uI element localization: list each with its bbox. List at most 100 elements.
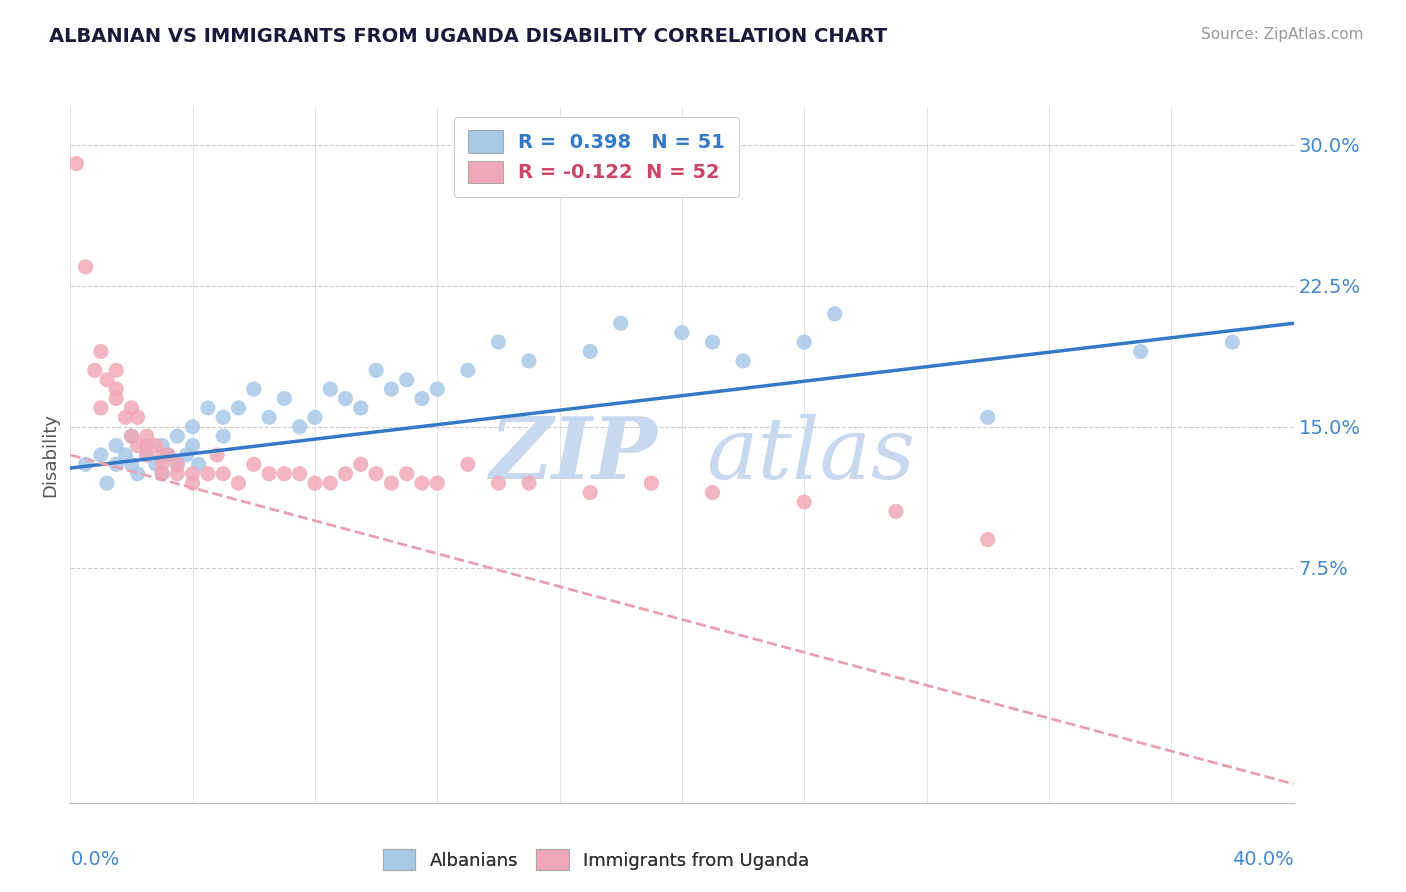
Point xyxy=(150,438,173,452)
Point xyxy=(426,476,449,491)
Point xyxy=(105,438,128,452)
Point xyxy=(793,335,815,350)
Point xyxy=(319,382,342,396)
Point xyxy=(114,448,136,462)
Point xyxy=(135,438,157,452)
Point xyxy=(150,448,173,462)
Point xyxy=(1129,344,1152,359)
Point xyxy=(1220,335,1243,350)
Point xyxy=(212,467,235,481)
Point xyxy=(105,392,128,406)
Point xyxy=(457,363,479,377)
Point xyxy=(114,410,136,425)
Point xyxy=(824,307,846,321)
Point xyxy=(976,533,998,547)
Point xyxy=(228,401,250,415)
Point xyxy=(135,448,157,462)
Point xyxy=(411,392,433,406)
Point xyxy=(304,476,326,491)
Point xyxy=(273,392,295,406)
Point xyxy=(75,458,97,472)
Point xyxy=(197,401,219,415)
Point xyxy=(187,458,209,472)
Point xyxy=(212,429,235,443)
Point xyxy=(121,429,143,443)
Point xyxy=(366,467,388,481)
Point xyxy=(181,438,204,452)
Point xyxy=(166,429,188,443)
Point xyxy=(65,156,87,170)
Point xyxy=(304,410,326,425)
Point xyxy=(411,476,433,491)
Point xyxy=(145,438,167,452)
Point xyxy=(288,467,311,481)
Point xyxy=(671,326,693,340)
Point xyxy=(145,458,167,472)
Text: ALBANIAN VS IMMIGRANTS FROM UGANDA DISABILITY CORRELATION CHART: ALBANIAN VS IMMIGRANTS FROM UGANDA DISAB… xyxy=(49,27,887,45)
Point xyxy=(83,363,105,377)
Point xyxy=(121,458,143,472)
Point xyxy=(426,382,449,396)
Point xyxy=(579,485,602,500)
Point xyxy=(135,448,157,462)
Point xyxy=(733,354,755,368)
Point xyxy=(127,438,149,452)
Point xyxy=(197,467,219,481)
Text: Source: ZipAtlas.com: Source: ZipAtlas.com xyxy=(1201,27,1364,42)
Point xyxy=(395,373,418,387)
Point xyxy=(90,344,112,359)
Point xyxy=(166,458,188,472)
Point xyxy=(157,448,180,462)
Point xyxy=(105,382,128,396)
Point xyxy=(380,382,402,396)
Point xyxy=(257,410,280,425)
Point xyxy=(395,467,418,481)
Point xyxy=(157,448,180,462)
Point xyxy=(702,485,724,500)
Legend: Albanians, Immigrants from Uganda: Albanians, Immigrants from Uganda xyxy=(375,842,817,877)
Point xyxy=(380,476,402,491)
Point xyxy=(273,467,295,481)
Point xyxy=(166,467,188,481)
Point xyxy=(121,401,143,415)
Point xyxy=(610,316,633,330)
Point xyxy=(257,467,280,481)
Text: 0.0%: 0.0% xyxy=(70,850,120,869)
Point xyxy=(150,467,173,481)
Point xyxy=(90,401,112,415)
Point xyxy=(335,392,357,406)
Point xyxy=(176,448,198,462)
Point xyxy=(75,260,97,274)
Point xyxy=(884,504,907,518)
Point xyxy=(150,458,173,472)
Point xyxy=(105,363,128,377)
Point xyxy=(105,458,128,472)
Point xyxy=(243,382,266,396)
Point xyxy=(181,467,204,481)
Text: 40.0%: 40.0% xyxy=(1232,850,1294,869)
Y-axis label: Disability: Disability xyxy=(41,413,59,497)
Text: ZIP: ZIP xyxy=(489,413,658,497)
Point xyxy=(488,335,510,350)
Point xyxy=(150,467,173,481)
Point xyxy=(457,458,479,472)
Point xyxy=(135,429,157,443)
Point xyxy=(640,476,662,491)
Point xyxy=(228,476,250,491)
Point xyxy=(517,476,540,491)
Point xyxy=(127,467,149,481)
Point xyxy=(121,429,143,443)
Point xyxy=(517,354,540,368)
Point xyxy=(181,476,204,491)
Point xyxy=(135,438,157,452)
Point xyxy=(212,410,235,425)
Point xyxy=(319,476,342,491)
Point xyxy=(127,410,149,425)
Point xyxy=(205,448,228,462)
Point xyxy=(335,467,357,481)
Point xyxy=(350,458,373,472)
Point xyxy=(288,419,311,434)
Point xyxy=(96,476,118,491)
Point xyxy=(579,344,602,359)
Point xyxy=(96,373,118,387)
